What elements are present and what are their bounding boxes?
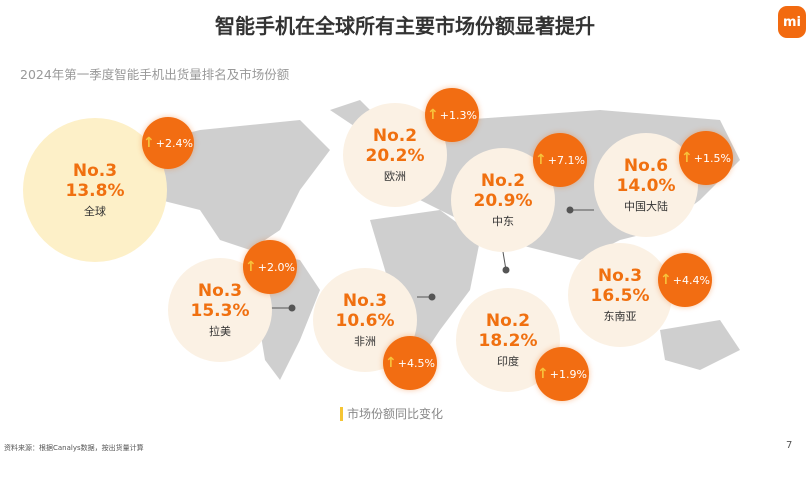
market-middle-east: No.2 20.9% 中东 bbox=[451, 148, 555, 252]
change-badge-india: ↑ +1.9% bbox=[535, 347, 589, 401]
rank: No.3 bbox=[72, 161, 118, 181]
arrow-legend-icon bbox=[340, 406, 343, 421]
market-name: 全球 bbox=[84, 205, 106, 218]
arrow-up-icon: ↑ bbox=[537, 366, 549, 382]
share: 15.3% bbox=[190, 301, 250, 321]
change: +4.4% bbox=[672, 273, 710, 287]
change: +1.9% bbox=[549, 367, 587, 381]
arrow-up-icon: ↑ bbox=[535, 152, 547, 168]
arrow-up-icon: ↑ bbox=[660, 272, 672, 288]
change: +7.1% bbox=[547, 153, 585, 167]
change-badge-global: ↑ +2.4% bbox=[142, 117, 194, 169]
share: 10.6% bbox=[335, 311, 395, 331]
change: +2.4% bbox=[155, 136, 193, 150]
change-badge-europe: ↑ +1.3% bbox=[425, 88, 479, 142]
change: +4.5% bbox=[397, 356, 435, 370]
share: 20.9% bbox=[473, 191, 533, 211]
rank: No.3 bbox=[342, 291, 388, 311]
market-name: 印度 bbox=[497, 355, 519, 368]
rank: No.2 bbox=[372, 126, 418, 146]
share: 18.2% bbox=[478, 331, 538, 351]
source-note: 资料来源：根据Canalys数据，按出货量计算 bbox=[4, 444, 144, 452]
arrow-up-icon: ↑ bbox=[143, 135, 155, 151]
market-name: 非洲 bbox=[354, 335, 376, 348]
market-name: 东南亚 bbox=[603, 310, 637, 323]
change-badge-china: ↑ +1.5% bbox=[679, 131, 733, 185]
change-badge-africa: ↑ +4.5% bbox=[383, 336, 437, 390]
rank: No.2 bbox=[480, 171, 526, 191]
share: 16.5% bbox=[590, 286, 650, 306]
market-name: 中东 bbox=[492, 215, 514, 228]
change-badge-middle-east: ↑ +7.1% bbox=[533, 133, 587, 187]
rank: No.6 bbox=[623, 156, 669, 176]
change: +2.0% bbox=[257, 260, 295, 274]
arrow-up-icon: ↑ bbox=[427, 107, 439, 123]
market-name: 拉美 bbox=[209, 325, 231, 338]
rank: No.2 bbox=[485, 311, 531, 331]
rank: No.3 bbox=[197, 281, 243, 301]
legend-label: 市场份额同比变化 bbox=[347, 407, 444, 421]
page-title: 智能手机在全球所有主要市场份额显著提升 bbox=[215, 14, 595, 38]
market-name: 欧洲 bbox=[384, 170, 406, 183]
arrow-up-icon: ↑ bbox=[385, 355, 397, 371]
share: 13.8% bbox=[65, 181, 125, 201]
arrow-up-icon: ↑ bbox=[245, 259, 257, 275]
change: +1.5% bbox=[693, 151, 731, 165]
rank: No.3 bbox=[597, 266, 643, 286]
market-name: 中国大陆 bbox=[624, 200, 668, 213]
arrow-up-icon: ↑ bbox=[681, 150, 693, 166]
change-badge-southeast-asia: ↑ +4.4% bbox=[658, 253, 712, 307]
change-badge-latin-america: ↑ +2.0% bbox=[243, 240, 297, 294]
legend: 市场份额同比变化 bbox=[340, 405, 443, 422]
page-number: 7 bbox=[786, 440, 793, 451]
market-southeast-asia: No.3 16.5% 东南亚 bbox=[568, 243, 672, 347]
change: +1.3% bbox=[439, 108, 477, 122]
mi-logo: mi bbox=[778, 6, 806, 38]
share: 14.0% bbox=[616, 176, 676, 196]
subtitle: 2024年第一季度智能手机出货量排名及市场份额 bbox=[20, 67, 290, 82]
share: 20.2% bbox=[365, 146, 425, 166]
